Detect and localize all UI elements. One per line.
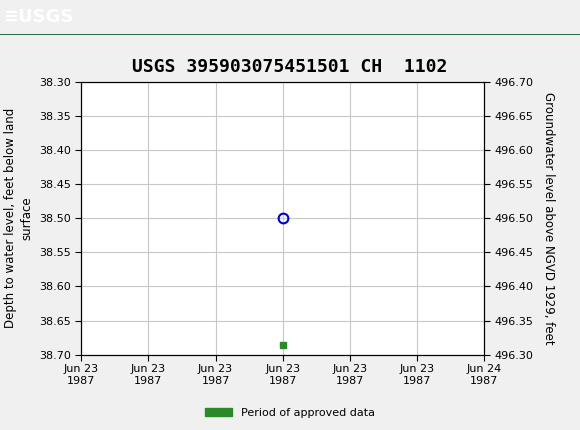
Text: USGS 395903075451501 CH  1102: USGS 395903075451501 CH 1102 <box>132 58 448 76</box>
Text: ≡USGS: ≡USGS <box>3 9 74 27</box>
Y-axis label: Groundwater level above NGVD 1929, feet: Groundwater level above NGVD 1929, feet <box>542 92 555 344</box>
Legend: Period of approved data: Period of approved data <box>200 403 380 422</box>
Y-axis label: Depth to water level, feet below land
surface: Depth to water level, feet below land su… <box>5 108 34 329</box>
